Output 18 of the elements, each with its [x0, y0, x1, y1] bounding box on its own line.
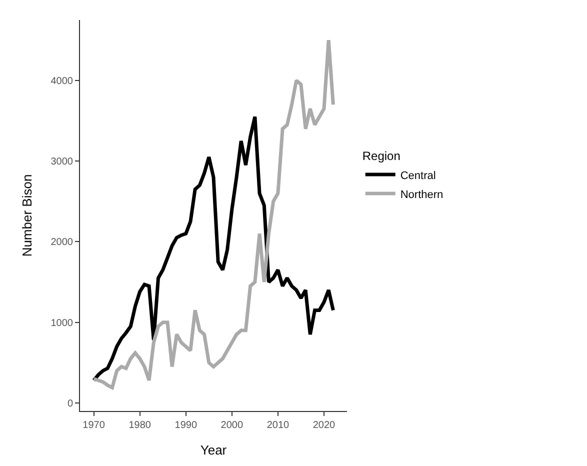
- x-tick-label: 1990: [174, 420, 198, 431]
- legend-label: Central: [400, 170, 436, 182]
- y-axis-title: Number Bison: [20, 174, 35, 257]
- legend-label: Northern: [400, 188, 444, 201]
- y-tick-label: 1000: [50, 318, 74, 329]
- line-series: [92, 114, 335, 382]
- x-axis-title: Year: [200, 442, 228, 458]
- line-series: [92, 38, 335, 390]
- legend-title: Region: [362, 149, 400, 163]
- y-tick-label: 4000: [50, 76, 74, 87]
- x-tick-label: 2020: [312, 420, 336, 431]
- y-tick-label: 2000: [50, 237, 74, 248]
- x-tick-label: 2010: [266, 420, 290, 431]
- y-tick-label: 3000: [50, 156, 74, 168]
- x-tick-label: 1970: [82, 420, 106, 431]
- x-tick-label: 1980: [128, 420, 152, 431]
- x-tick-label: 2000: [220, 420, 244, 431]
- y-tick-label: 0: [67, 398, 74, 410]
